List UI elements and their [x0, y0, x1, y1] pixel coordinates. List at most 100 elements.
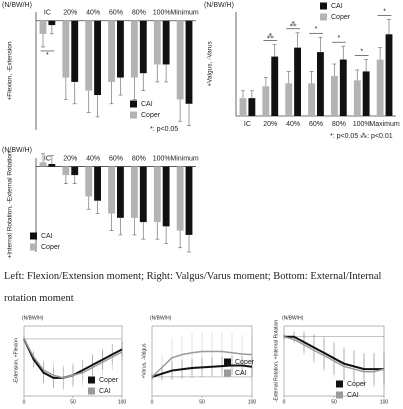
bar: [285, 83, 293, 116]
bar: [71, 20, 79, 82]
bar: [39, 20, 47, 34]
significance-mark: *: [383, 8, 386, 15]
bar: [385, 34, 393, 116]
x-tick-label: 40%: [286, 121, 300, 128]
significance-mark: *: [46, 52, 49, 59]
legend-label: Coper: [331, 14, 351, 21]
x-tick-label: 0: [283, 399, 286, 405]
x-tick-label: 20%: [263, 121, 277, 128]
legend-swatch: [30, 243, 37, 251]
x-tick-label: 0: [151, 399, 154, 405]
legend-label: Coper: [141, 112, 161, 119]
bar: [162, 20, 170, 65]
bar: [294, 47, 301, 116]
line: [283, 336, 385, 373]
x-tick-label: 80%: [132, 155, 146, 162]
x-tick-label: 20%: [63, 155, 77, 162]
legend-swatch: [130, 100, 137, 108]
bar: [108, 20, 115, 82]
x-tick-label: 60%: [109, 10, 123, 17]
legend-label: CAI: [99, 388, 111, 395]
bar: [185, 166, 193, 235]
legend-swatch: [224, 369, 231, 377]
legend-swatch: [88, 376, 95, 384]
bar: [108, 166, 115, 214]
line: [151, 350, 253, 378]
y-unit: (N/BW/H): [150, 315, 172, 321]
line: [23, 338, 123, 379]
x-tick-label: 60%: [109, 155, 123, 162]
significance-mark: *: [337, 35, 340, 42]
legend-label: CAI: [235, 370, 247, 377]
x-tick-label: 0: [23, 399, 26, 405]
legend-label: Coper: [235, 359, 255, 366]
bar: [262, 86, 270, 116]
x-tick-label: 50: [331, 399, 337, 405]
bar: [139, 20, 147, 74]
legend-label: CAI: [41, 233, 53, 240]
bar: [153, 20, 161, 65]
bar: [339, 59, 347, 116]
bar: [353, 80, 361, 116]
x-tick-label: IC: [44, 155, 51, 162]
bar: [117, 20, 124, 78]
y-unit: (N/BW/H): [204, 2, 234, 9]
y-axis-label: +Internal Rotation, -External Rotation: [7, 151, 14, 259]
bar: [85, 20, 93, 91]
bar: [131, 20, 138, 78]
bar: [239, 98, 247, 116]
significance-mark: *: [315, 26, 318, 33]
legend-label: Coper: [99, 377, 119, 384]
bar: [117, 166, 124, 218]
legend-label: Coper: [41, 244, 61, 251]
x-tick-label: 40%: [86, 155, 100, 162]
bar: [131, 166, 138, 218]
line: [284, 335, 384, 371]
bar: [94, 166, 101, 201]
bar: [176, 20, 184, 100]
bar: [94, 20, 101, 96]
legend-swatch: [30, 232, 37, 240]
legend-swatch: [336, 380, 343, 388]
x-tick-label: 100%: [153, 155, 171, 162]
significance-mark: ⁂: [267, 33, 274, 41]
legend-swatch: [130, 111, 137, 119]
x-tick-label: 100%: [153, 10, 171, 17]
bar: [176, 166, 184, 231]
legend-swatch: [336, 391, 343, 399]
bar: [48, 20, 56, 26]
x-tick-label: Minimum: [170, 155, 199, 162]
legend-swatch: [320, 2, 327, 10]
x-tick-label: 40%: [86, 10, 100, 17]
y-axis-label: +Valgus, -Varus: [207, 41, 214, 87]
bar: [376, 59, 384, 116]
x-tick-label: 20%: [63, 10, 77, 17]
x-tick-label: 80%: [132, 10, 146, 17]
legend-label: CAI: [347, 392, 359, 399]
x-tick-label: 100: [248, 399, 257, 405]
y-unit: (N/BW/H): [22, 315, 44, 321]
y-unit: (N/BW/H): [282, 315, 304, 321]
y-axis-label: -Extension, +Flexion: [13, 338, 19, 384]
bar: [331, 75, 338, 116]
bar: [62, 20, 70, 78]
x-tick-label: 100%: [353, 121, 371, 128]
caption: Left: Flexion/Extension moment; Right: V…: [4, 271, 382, 304]
legend-swatch: [320, 13, 327, 21]
bar: [39, 162, 47, 167]
bar: [85, 166, 93, 197]
legend-swatch: [224, 358, 231, 366]
bar: [317, 52, 324, 116]
y-axis-label: +Flexion, -Extension: [7, 41, 14, 100]
x-tick-label: 100: [380, 399, 389, 405]
bar: [185, 20, 193, 104]
significance-note: *: p<0.05: [150, 126, 178, 133]
legend-label: Coper: [347, 381, 367, 388]
y-unit: (N/BW/H): [2, 147, 32, 154]
bar: [308, 83, 315, 116]
significance-mark: ⁂: [290, 21, 297, 29]
legend-swatch: [88, 387, 95, 395]
y-axis-label: +Varus, -Valgus: [141, 343, 147, 378]
